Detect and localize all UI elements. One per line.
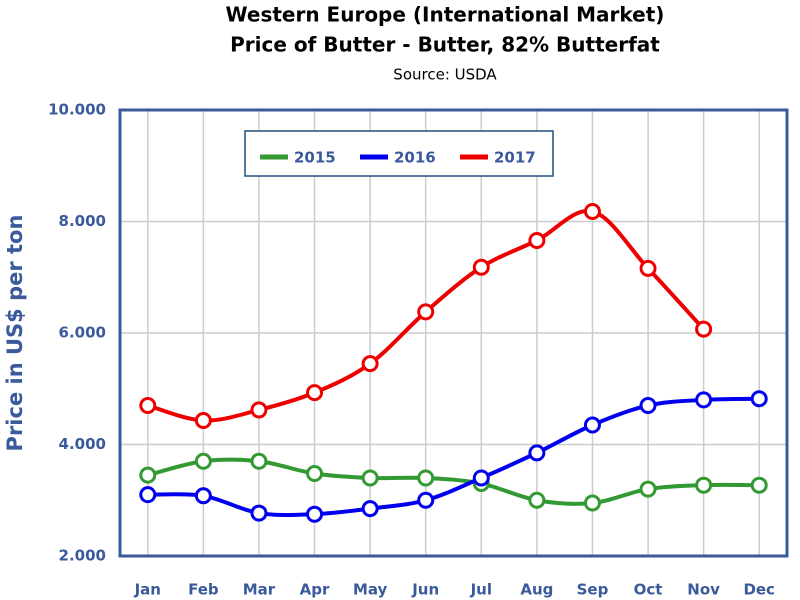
data-point	[194, 412, 212, 430]
data-point	[528, 231, 546, 249]
data-point	[250, 504, 268, 522]
data-point	[306, 384, 324, 402]
legend-box	[244, 130, 554, 177]
x-tick-label: Apr	[300, 581, 330, 599]
data-point	[472, 469, 490, 487]
x-tick-label: Jan	[134, 581, 161, 599]
x-tick-label: Sep	[577, 581, 609, 599]
data-point	[417, 303, 435, 321]
x-tick-label: Jul	[470, 581, 492, 599]
x-tick-label: Aug	[520, 581, 553, 599]
data-point	[306, 505, 324, 523]
data-point	[695, 391, 713, 409]
data-point	[194, 452, 212, 470]
data-point	[361, 355, 379, 373]
data-point	[639, 396, 657, 414]
data-point	[250, 401, 268, 419]
legend-label: 2017	[494, 149, 536, 167]
data-point	[528, 444, 546, 462]
data-point	[695, 320, 713, 338]
data-point	[639, 480, 657, 498]
data-point	[750, 390, 768, 408]
y-tick-label: 4.000	[59, 435, 106, 453]
data-point	[139, 466, 157, 484]
data-point	[139, 396, 157, 414]
y-tick-label: 2.000	[59, 547, 106, 565]
data-point	[250, 452, 268, 470]
data-point	[139, 486, 157, 504]
data-point	[306, 464, 324, 482]
y-tick-label: 10.000	[48, 101, 106, 119]
legend-label: 2015	[294, 149, 336, 167]
data-point	[695, 476, 713, 494]
data-point	[583, 202, 601, 220]
x-tick-label: Dec	[743, 581, 775, 599]
chart-title: Western Europe (International Market)	[226, 3, 665, 27]
x-tick-label: May	[353, 581, 388, 599]
x-tick-label: Feb	[188, 581, 219, 599]
data-point	[639, 259, 657, 277]
plot-frame	[118, 108, 789, 558]
x-tick-label: Oct	[634, 581, 663, 599]
data-point	[361, 469, 379, 487]
data-point	[417, 469, 435, 487]
x-tick-label: Nov	[687, 581, 720, 599]
data-point	[194, 487, 212, 505]
series-line	[147, 457, 760, 506]
data-point	[528, 491, 546, 509]
y-tick-label: 8.000	[59, 212, 106, 230]
source: Source: USDA	[393, 66, 497, 84]
data-point	[361, 500, 379, 518]
legend-label: 2016	[394, 149, 436, 167]
y-tick-label: 6.000	[59, 324, 106, 342]
data-point	[583, 494, 601, 512]
data-point	[750, 476, 768, 494]
data-point	[583, 416, 601, 434]
data-point	[417, 491, 435, 509]
chart-subtitle: Price of Butter - Butter, 82% Butterfat	[230, 33, 660, 57]
data-point	[472, 258, 490, 276]
x-tick-label: Jun	[411, 581, 439, 599]
y-axis-label: Price in US$ per ton	[3, 215, 27, 452]
x-tick-label: Mar	[243, 581, 276, 599]
